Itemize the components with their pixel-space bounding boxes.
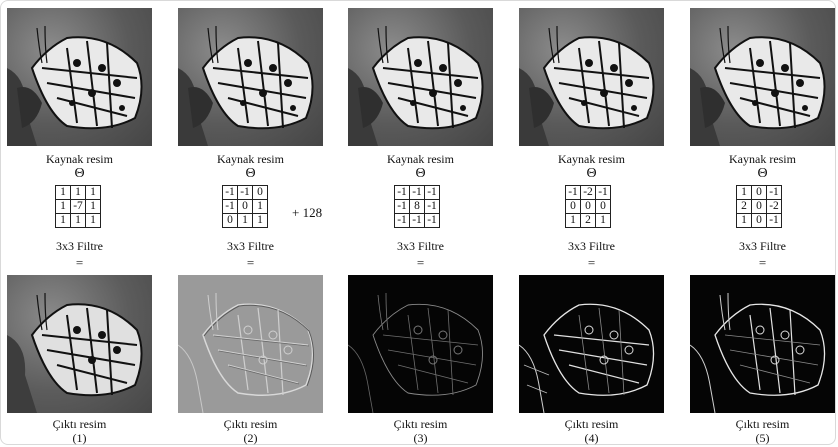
source-image: [690, 8, 835, 146]
offset-label: + 128: [292, 205, 323, 220]
column-index: (5): [755, 431, 770, 445]
source-label: Kaynak resim: [729, 152, 796, 166]
kernel-cell: -1: [394, 213, 410, 228]
output-label: Çıktı resim: [564, 417, 619, 431]
kernel-cell: -1: [394, 199, 410, 214]
kernel-cell: 0: [595, 199, 611, 214]
kernel-cell: 1: [85, 185, 101, 200]
kernel-cell: 0: [751, 185, 767, 200]
output-label: Çıktı resim: [735, 417, 790, 431]
source-label: Kaynak resim: [558, 152, 625, 166]
filter-label: 3x3 Filtre: [568, 239, 615, 253]
source-image: [519, 8, 664, 146]
kernel-cell: -1: [595, 185, 611, 200]
kernel-cell: -2: [580, 185, 596, 200]
kernel-cell: 1: [70, 185, 86, 200]
kernel-cell: -2: [766, 199, 782, 214]
kernel-matrix: 1 0 -1 2 0 -2 1 0 -1: [736, 185, 782, 228]
kernel-cell: -1: [394, 185, 410, 200]
filter-column-5: Kaynak resim Θ 1 0 -1 2 0 -2 1 0 -1 3x3 Filtre…: [690, 1, 838, 446]
kernel-cell: -1: [222, 199, 238, 214]
kernel-cell: 2: [736, 199, 752, 214]
kernel-cell: 1: [595, 213, 611, 228]
kernel-cell: -7: [70, 199, 86, 214]
kernel-cell: 1: [736, 213, 752, 228]
kernel-cell: -1: [409, 213, 425, 228]
kernel-cell: 1: [565, 213, 581, 228]
kernel-cell: 1: [237, 213, 253, 228]
kernel-matrix: -1 -1 -1 -1 8 -1 -1 -1 -1: [394, 185, 440, 228]
source-image: [348, 8, 493, 146]
output-image: [690, 275, 835, 413]
column-index: (1): [72, 431, 87, 445]
source-image: [178, 8, 323, 146]
kernel-cell: -1: [409, 185, 425, 200]
kernel-cell: -1: [565, 185, 581, 200]
kernel-cell: 1: [70, 213, 86, 228]
kernel-cell: 0: [237, 199, 253, 214]
kernel-cell: 1: [85, 199, 101, 214]
convolution-operator: Θ: [415, 166, 426, 181]
kernel-cell: 2: [580, 213, 596, 228]
filter-label: 3x3 Filtre: [227, 239, 274, 253]
output-image: [178, 275, 323, 413]
equals-sign: =: [758, 255, 767, 270]
equals-sign: =: [246, 255, 255, 270]
output-label: Çıktı resim: [393, 417, 448, 431]
kernel-cell: -1: [424, 185, 440, 200]
kernel-cell: 0: [222, 213, 238, 228]
kernel-cell: -1: [222, 185, 238, 200]
kernel-cell: -1: [766, 185, 782, 200]
convolution-operator: Θ: [757, 166, 768, 181]
equals-sign: =: [587, 255, 596, 270]
output-label: Çıktı resim: [223, 417, 278, 431]
kernel-cell: -1: [766, 213, 782, 228]
source-label: Kaynak resim: [387, 152, 454, 166]
kernel-cell: 1: [252, 199, 268, 214]
kernel-cell: 0: [580, 199, 596, 214]
kernel-cell: 0: [565, 199, 581, 214]
kernel-cell: 0: [252, 185, 268, 200]
output-image: [519, 275, 664, 413]
source-label: Kaynak resim: [46, 152, 113, 166]
equals-sign: =: [416, 255, 425, 270]
column-index: (4): [584, 431, 599, 445]
filter-column-3: Kaynak resim Θ -1 -1 -1 -1 8 -1 -1 -1 -1 3x3 F…: [348, 1, 498, 446]
kernel-cell: 1: [252, 213, 268, 228]
kernel-cell: 1: [55, 185, 71, 200]
filter-label: 3x3 Filtre: [739, 239, 786, 253]
column-index: (2): [243, 431, 258, 445]
convolution-operator: Θ: [74, 166, 85, 181]
kernel-cell: 1: [55, 199, 71, 214]
equals-sign: =: [75, 255, 84, 270]
kernel-cell: -1: [424, 213, 440, 228]
convolution-operator: Θ: [586, 166, 597, 181]
filter-label: 3x3 Filtre: [397, 239, 444, 253]
kernel-cell: 1: [736, 185, 752, 200]
source-label: Kaynak resim: [217, 152, 284, 166]
source-image: [7, 8, 152, 146]
column-index: (3): [413, 431, 428, 445]
output-image: [348, 275, 493, 413]
kernel-cell: 1: [85, 213, 101, 228]
output-image: [7, 275, 152, 413]
output-label: Çıktı resim: [52, 417, 107, 431]
kernel-cell: -1: [424, 199, 440, 214]
convolution-operator: Θ: [245, 166, 256, 181]
kernel-cell: 0: [751, 213, 767, 228]
kernel-cell: 8: [409, 199, 425, 214]
kernel-cell: 0: [751, 199, 767, 214]
kernel-cell: 1: [55, 213, 71, 228]
filter-label: 3x3 Filtre: [56, 239, 103, 253]
kernel-cell: -1: [237, 185, 253, 200]
